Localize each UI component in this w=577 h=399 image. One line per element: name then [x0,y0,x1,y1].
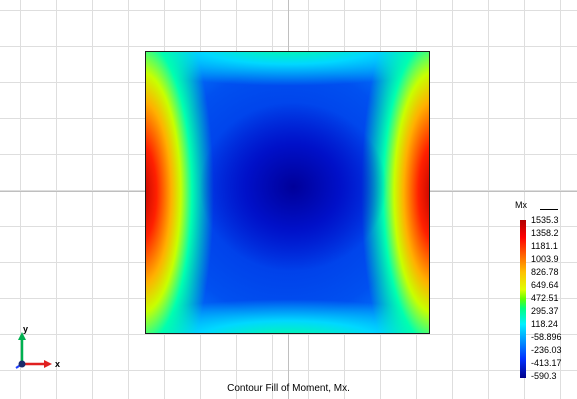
moment-contour-plate[interactable] [145,51,430,334]
legend-label: 472.51 [531,293,559,303]
triad-axes-icon: y x [15,324,60,369]
legend-label: -590.3 [531,371,557,381]
legend-label: 826.78 [531,267,559,277]
legend-label: 1535.3 [531,215,559,225]
legend-label: 1358.2 [531,228,559,238]
legend-label: 1181.1 [531,241,558,251]
legend-color-bar [520,220,526,378]
triad-y-label: y [23,324,28,334]
legend-label: 649.64 [531,280,559,290]
triad-x-label: x [55,359,60,369]
legend-label: -413.17 [531,358,562,368]
legend-title-rule [540,209,558,210]
legend-label: 1003.9 [531,254,559,264]
contour-legend: Mx 1535.3 1358.2 1181.1 1003.9 826.78 64… [510,196,577,386]
legend-label: 295.37 [531,306,559,316]
legend-label: -58.896 [531,332,562,342]
legend-label: 118.24 [531,319,558,329]
coordinate-triad: y x [10,322,70,372]
legend-title: Mx [515,200,527,210]
plot-caption: Contour Fill of Moment, Mx. [227,383,350,394]
legend-label: -236.03 [531,345,562,355]
